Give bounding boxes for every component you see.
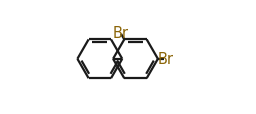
Text: Br: Br [112,26,129,41]
Text: Br: Br [158,52,174,67]
